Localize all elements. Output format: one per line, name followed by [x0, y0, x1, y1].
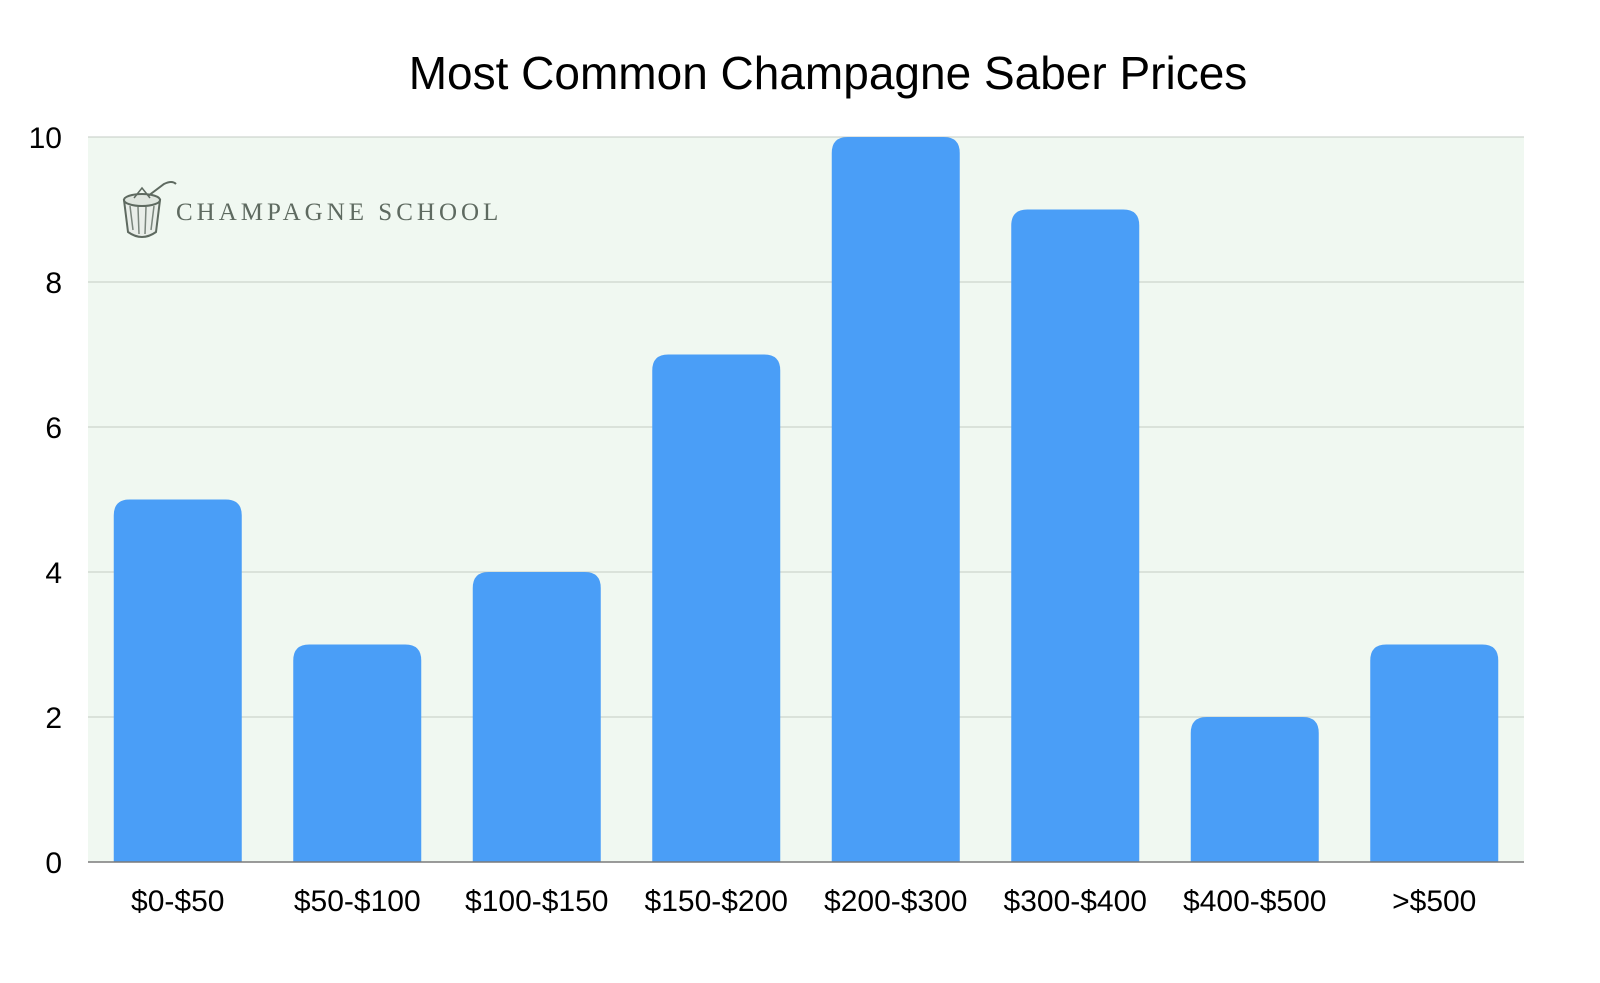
y-tick-label: 6: [45, 412, 62, 445]
bar: [472, 572, 601, 862]
bar: [293, 644, 422, 862]
y-axis-ticks: 0 2 4 6 8 10: [29, 122, 62, 880]
y-tick-label: 0: [45, 847, 62, 880]
x-tick-label: $100-$150: [465, 885, 608, 918]
x-tick-label: $400-$500: [1183, 885, 1326, 918]
y-tick-label: 10: [29, 122, 62, 155]
bar: [1190, 717, 1319, 862]
y-tick-label: 4: [45, 557, 62, 590]
bars: [113, 137, 1499, 862]
x-tick-label: $200-$300: [824, 885, 967, 918]
chart-title: Most Common Champagne Saber Prices: [409, 47, 1248, 99]
bar: [831, 137, 960, 862]
y-tick-label: 2: [45, 702, 62, 735]
x-axis-labels: $0-$50 $50-$100 $100-$150 $150-$200 $200-$30…: [131, 885, 1476, 918]
bar: [1011, 209, 1140, 862]
x-tick-label: >$500: [1392, 885, 1476, 918]
bar: [1370, 644, 1499, 862]
bar: [652, 354, 781, 862]
x-tick-label: $150-$200: [645, 885, 788, 918]
champagne-bucket-icon: [122, 181, 177, 238]
bar: [113, 499, 242, 862]
y-tick-label: 8: [45, 267, 62, 300]
x-tick-label: $300-$400: [1004, 885, 1147, 918]
watermark-text: CHAMPAGNE SCHOOL: [176, 199, 502, 226]
x-tick-label: $50-$100: [294, 885, 421, 918]
watermark-logo: CHAMPAGNE SCHOOL: [122, 181, 502, 238]
x-tick-label: $0-$50: [131, 885, 224, 918]
